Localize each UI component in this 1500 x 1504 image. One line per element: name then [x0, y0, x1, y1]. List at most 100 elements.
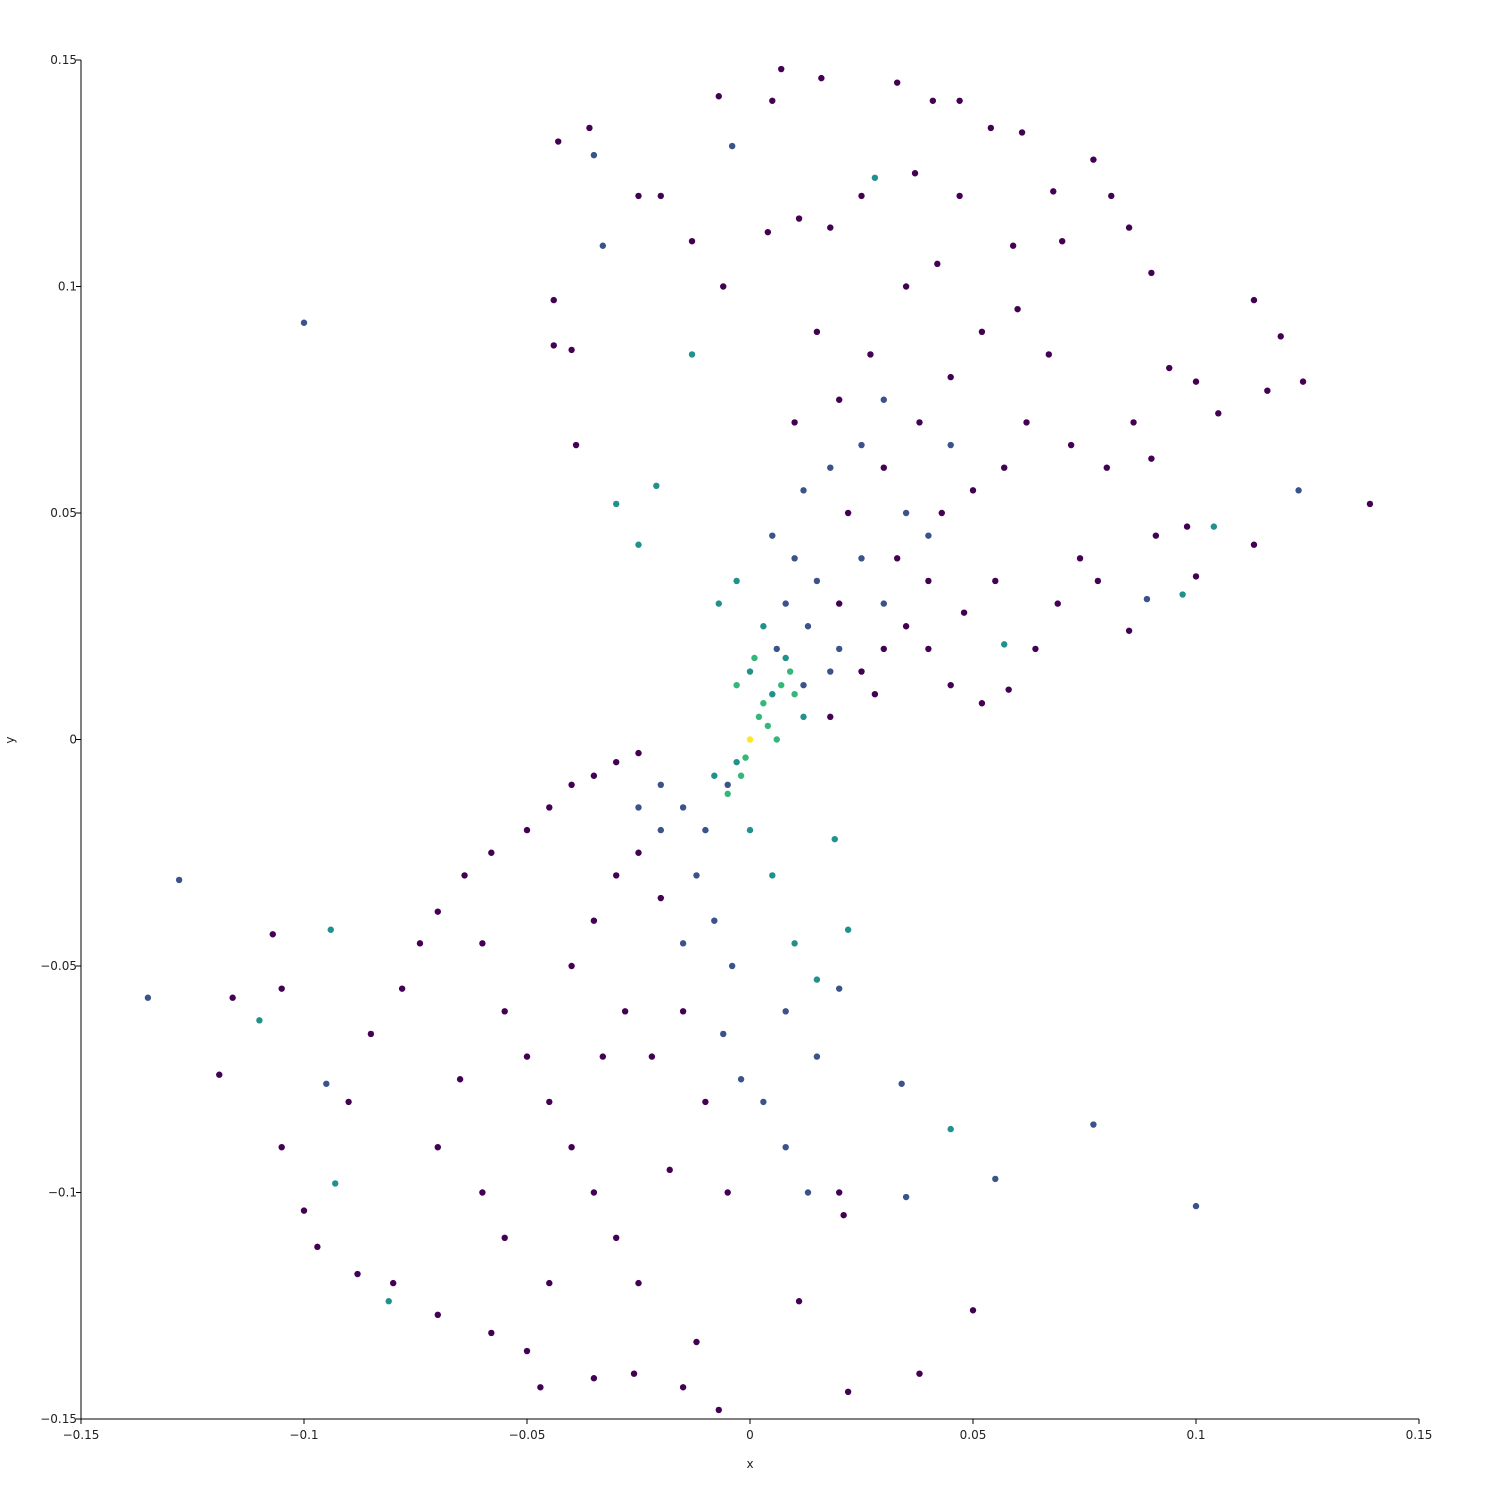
- point: [746, 826, 754, 834]
- point: [947, 373, 954, 381]
- point: [537, 1384, 544, 1391]
- point: [568, 1144, 575, 1151]
- point: [836, 396, 843, 403]
- point: [1277, 333, 1284, 340]
- point: [724, 790, 731, 798]
- point: [501, 1008, 508, 1015]
- point: [782, 654, 789, 662]
- point: [635, 1279, 642, 1287]
- point: [635, 541, 642, 548]
- point: [479, 1189, 486, 1196]
- point: [1148, 269, 1155, 277]
- point: [175, 876, 183, 884]
- point: [898, 1080, 905, 1087]
- point: [831, 835, 838, 843]
- point: [916, 419, 923, 426]
- point: [229, 994, 236, 1001]
- x-tick-label: −0.05: [509, 1428, 546, 1442]
- point: [1366, 500, 1374, 508]
- point: [434, 1144, 441, 1151]
- point: [813, 1053, 821, 1060]
- y-axis-label: y: [3, 736, 17, 743]
- point: [978, 700, 986, 707]
- point: [742, 754, 749, 761]
- point: [782, 1144, 789, 1151]
- point: [769, 872, 776, 879]
- point: [715, 600, 722, 607]
- point: [657, 781, 664, 788]
- point: [733, 577, 740, 585]
- point: [969, 487, 977, 494]
- point: [871, 691, 879, 698]
- point: [546, 1098, 553, 1106]
- point: [501, 1234, 508, 1242]
- x-axis-label: x: [746, 1457, 753, 1471]
- point: [613, 758, 620, 766]
- point: [880, 645, 887, 653]
- point: [800, 681, 807, 689]
- point: [1210, 523, 1218, 530]
- point: [590, 917, 598, 924]
- point: [1148, 455, 1155, 462]
- point: [925, 645, 932, 653]
- y-tick-label: −0.15: [40, 1412, 77, 1426]
- point: [715, 93, 722, 100]
- point: [688, 351, 696, 358]
- point: [657, 192, 664, 200]
- point: [256, 1017, 263, 1024]
- point: [1152, 532, 1160, 539]
- point: [902, 623, 910, 630]
- point: [760, 700, 767, 707]
- point: [769, 691, 776, 698]
- point: [653, 482, 660, 490]
- point: [836, 1189, 843, 1196]
- point: [1032, 645, 1039, 653]
- point: [679, 1008, 687, 1015]
- point: [599, 1053, 607, 1060]
- point: [916, 1370, 923, 1377]
- point: [867, 351, 874, 358]
- point: [1192, 573, 1200, 580]
- point: [720, 283, 727, 290]
- point: [760, 1098, 767, 1106]
- point: [550, 296, 557, 304]
- point: [764, 722, 772, 730]
- point: [599, 242, 607, 249]
- point: [523, 1347, 531, 1355]
- point: [1014, 305, 1021, 313]
- point: [1143, 595, 1151, 603]
- point: [778, 681, 785, 689]
- point: [635, 192, 642, 200]
- point: [693, 872, 700, 879]
- point: [390, 1279, 397, 1287]
- point: [1054, 600, 1061, 607]
- x-tick-label: 0.05: [960, 1428, 987, 1442]
- point: [1192, 1202, 1200, 1210]
- point: [724, 781, 731, 788]
- y-tick-label: 0.05: [50, 506, 77, 520]
- point: [323, 1080, 330, 1087]
- x-tick-label: −0.1: [289, 1428, 318, 1442]
- point: [778, 65, 785, 73]
- point: [1179, 591, 1186, 598]
- point: [586, 124, 593, 132]
- point: [934, 260, 941, 268]
- point: [590, 1189, 598, 1196]
- point: [880, 396, 887, 403]
- point: [956, 192, 963, 200]
- point: [657, 826, 664, 834]
- point: [1166, 364, 1173, 372]
- point: [1023, 419, 1030, 426]
- point: [398, 985, 406, 992]
- point: [693, 1338, 700, 1346]
- point: [568, 346, 575, 354]
- point: [782, 600, 789, 607]
- point: [969, 1307, 977, 1314]
- point: [746, 736, 754, 743]
- point: [786, 668, 794, 675]
- point: [621, 1008, 629, 1015]
- point: [613, 500, 620, 508]
- point: [911, 170, 919, 177]
- point: [590, 772, 598, 779]
- point: [836, 985, 843, 992]
